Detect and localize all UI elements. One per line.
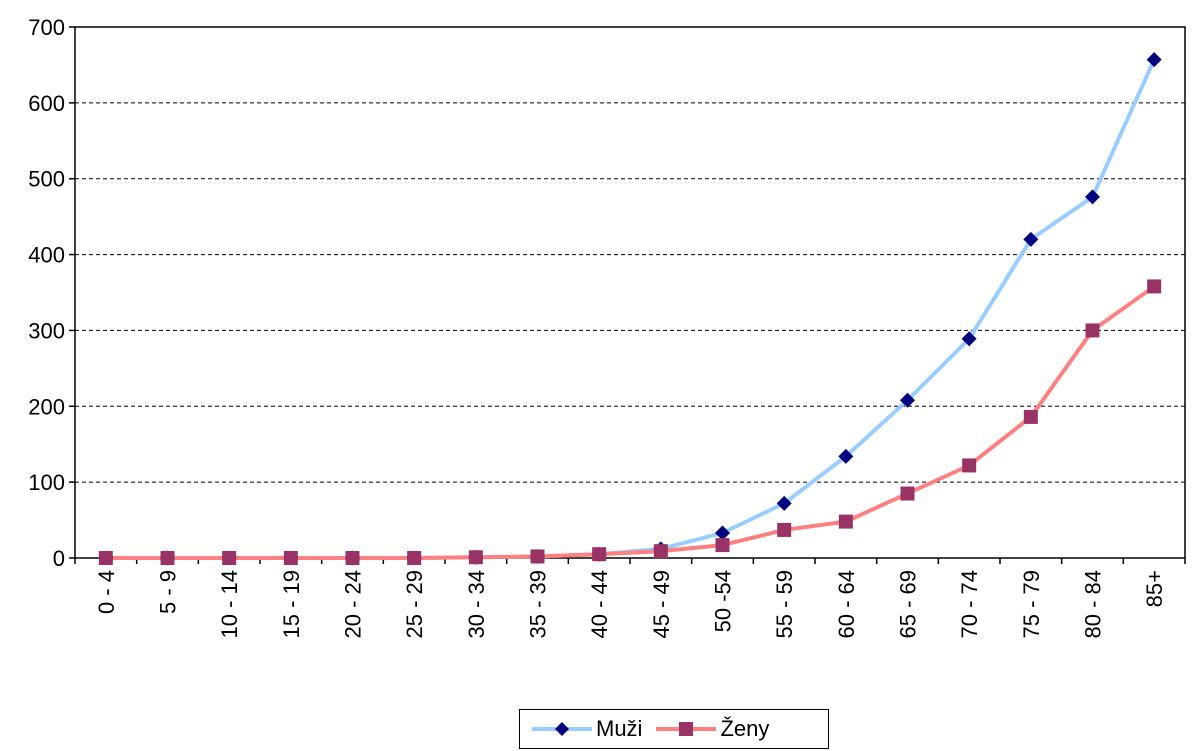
x-axis-ticks: 0 - 4 5 - 9 10 - 14 15 - 19 20 - 24 25 - 29 30… xyxy=(74,558,1186,639)
x-tick-label: 20 - 24 xyxy=(341,570,366,639)
x-tick-label: 5 - 9 xyxy=(156,570,181,614)
x-tick-label: 30 - 34 xyxy=(464,570,489,639)
data-point-marker xyxy=(900,486,915,501)
series-line-0 xyxy=(105,58,1156,560)
data-point-marker xyxy=(530,549,545,564)
data-point-marker xyxy=(777,522,792,537)
data-point-marker xyxy=(468,550,483,565)
data-point-marker xyxy=(407,551,422,565)
data-point-marker xyxy=(715,525,730,541)
plot-area-border xyxy=(74,26,1186,559)
legend-label-zeny: Ženy xyxy=(720,716,770,741)
x-tick-label: 80 - 84 xyxy=(1081,570,1106,639)
legend-label-muzi: Muži xyxy=(596,716,643,741)
data-point-marker xyxy=(962,458,977,473)
data-point-marker xyxy=(838,448,854,464)
data-point-marker xyxy=(1085,323,1100,338)
data-point-marker xyxy=(900,392,915,408)
y-axis-ticks: 0 100 200 300 400 500 600 700 xyxy=(28,15,75,571)
y-tick-label: 100 xyxy=(28,470,65,495)
x-tick-label: 50 -54 xyxy=(711,570,736,632)
data-point-marker xyxy=(1147,279,1162,294)
y-tick-label: 200 xyxy=(28,394,65,419)
x-tick-label: 45 - 49 xyxy=(649,570,674,639)
data-point-marker xyxy=(345,551,360,565)
data-point-marker xyxy=(1085,189,1100,205)
series-group xyxy=(98,52,1162,566)
x-tick-label: 70 - 74 xyxy=(957,570,982,639)
legend-swatch-zeny xyxy=(656,722,717,736)
data-point-marker xyxy=(838,514,853,529)
line-chart: 0 100 200 300 400 500 600 700 0 - 4 5 - 9 10 - 14… xyxy=(28,15,1186,639)
y-tick-label: 500 xyxy=(28,167,65,192)
legend: Muži Ženy xyxy=(519,709,829,749)
y-tick-label: 0 xyxy=(53,546,65,571)
data-point-marker xyxy=(592,547,607,562)
data-point-marker xyxy=(961,331,977,347)
axes xyxy=(74,26,1186,559)
series-line-1 xyxy=(105,284,1156,560)
data-point-marker xyxy=(1146,52,1162,68)
data-point-marker xyxy=(1023,231,1039,247)
gridlines xyxy=(75,102,1185,483)
y-tick-label: 400 xyxy=(28,243,65,268)
x-tick-label: 65 - 69 xyxy=(896,570,921,639)
data-point-marker xyxy=(283,551,298,565)
y-tick-label: 300 xyxy=(28,318,65,343)
data-point-marker xyxy=(98,551,113,565)
data-point-marker xyxy=(776,495,792,511)
legend-item-muzi: Muži xyxy=(532,716,642,742)
x-tick-label: 75 - 79 xyxy=(1019,570,1044,639)
legend-item-zeny: Ženy xyxy=(656,716,769,742)
legend-swatch-muzi xyxy=(532,722,592,736)
x-tick-label: 60 - 64 xyxy=(834,570,859,639)
x-tick-label: 55 - 59 xyxy=(772,570,797,639)
data-point-marker xyxy=(222,551,237,565)
x-tick-label: 40 - 44 xyxy=(587,570,612,639)
x-tick-label: 25 - 29 xyxy=(402,570,427,639)
x-tick-label: 15 - 19 xyxy=(279,570,304,639)
x-tick-label: 35 - 39 xyxy=(526,570,551,639)
data-point-marker xyxy=(653,544,668,559)
y-tick-label: 700 xyxy=(28,15,65,40)
x-tick-label: 0 - 4 xyxy=(94,570,119,614)
y-tick-label: 600 xyxy=(28,91,65,116)
x-tick-label: 85+ xyxy=(1142,570,1167,607)
x-tick-label: 10 - 14 xyxy=(217,570,242,639)
data-point-marker xyxy=(1023,409,1038,424)
data-point-marker xyxy=(715,538,730,553)
data-point-marker xyxy=(160,551,175,565)
